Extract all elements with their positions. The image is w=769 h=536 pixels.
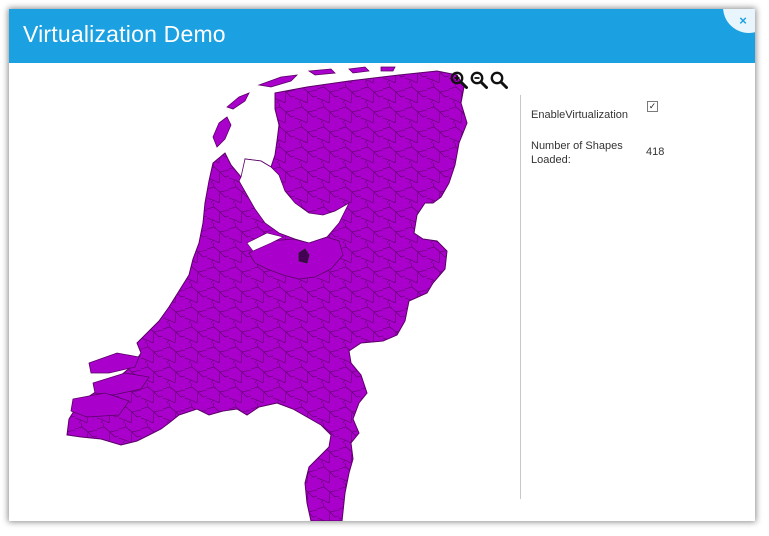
zeeland-island-3 [70,392,130,418]
zoom-toolbar [450,71,508,91]
flevoland-lake [246,232,284,252]
shapes-loaded-label: Number of Shapes Loaded: [531,139,623,167]
window-title: Virtualization Demo [23,21,226,47]
island-texel [212,116,232,148]
island-vlieland [226,92,250,110]
enable-virtualization-checkbox[interactable]: ✓ [647,101,658,112]
shapes-loaded-label-line1: Number of Shapes [531,140,623,152]
selected-municipality [298,248,310,264]
enable-virtualization-label: EnableVirtualization [531,109,629,121]
flevoland-region [248,236,344,280]
panel-divider [520,95,521,499]
shapes-loaded-label-line2: Loaded: [531,154,571,166]
demo-window: Virtualization Demo × [9,9,755,521]
island-schiermonnikoog [348,66,370,74]
zoom-in-icon[interactable] [450,71,468,89]
close-button[interactable]: × [739,12,747,28]
map-view[interactable] [9,63,514,521]
zeeland-island-1 [88,352,140,374]
zoom-out-icon[interactable] [470,71,488,89]
shapes-loaded-value: 418 [646,146,665,158]
zeeland-island-2 [92,372,150,396]
ijsselmeer-water [238,158,350,244]
zoom-reset-icon[interactable] [490,71,508,89]
island-rottumeroog [380,66,396,72]
title-bar: Virtualization Demo × [9,9,755,63]
netherlands-map[interactable] [9,63,514,521]
island-ameland [307,68,336,76]
island-terschelling [257,74,299,88]
